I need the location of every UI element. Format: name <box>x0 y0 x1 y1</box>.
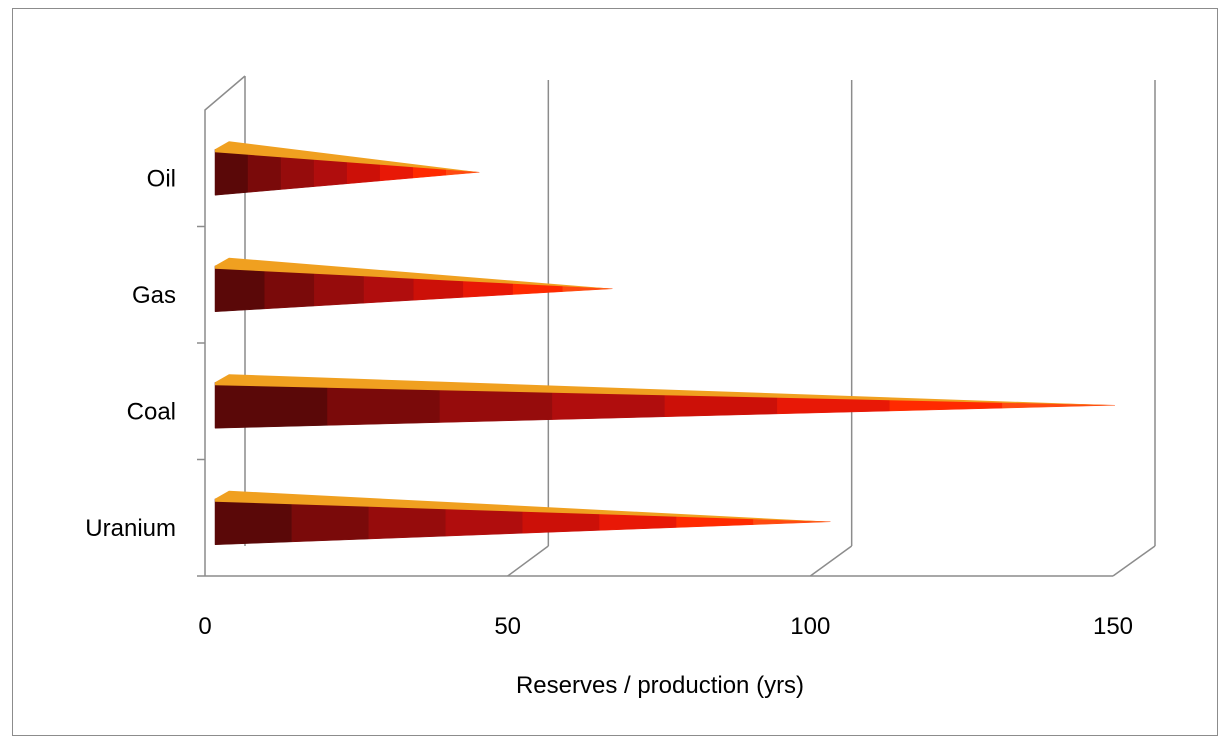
bar-segment <box>214 265 265 313</box>
category-label: Gas <box>132 282 176 309</box>
x-tick-labels: 0 50 100 150 <box>198 613 1133 640</box>
bar-segment <box>247 151 282 193</box>
bar-segment <box>313 157 348 187</box>
bar-segment <box>1002 402 1115 409</box>
bar-segment <box>214 148 249 196</box>
bar-uranium <box>214 490 831 546</box>
bar-segment <box>753 518 831 525</box>
bar-segment <box>445 507 523 537</box>
left-wall-edge <box>204 75 246 576</box>
bar-segment <box>314 271 365 307</box>
category-label: Coal <box>127 398 176 425</box>
category-labels: Oil Gas Coal Uranium <box>85 165 176 542</box>
bars <box>214 141 1115 546</box>
x-tick-label: 150 <box>1093 613 1133 640</box>
bar-segment <box>264 268 315 310</box>
bar-coal <box>214 374 1115 429</box>
bar-top-edge <box>215 374 1115 406</box>
gridlines <box>507 80 1156 577</box>
bar-segment <box>363 274 414 304</box>
bar-segment <box>291 501 370 543</box>
floor-gridline <box>809 545 853 577</box>
bar-top-edge <box>215 141 480 173</box>
bar-oil <box>214 141 480 196</box>
bar-segment <box>327 384 441 426</box>
bar-top-edge <box>215 257 613 289</box>
floor-gridline <box>1112 545 1156 577</box>
bar-segment <box>280 154 315 190</box>
x-tick-label: 0 <box>198 613 211 640</box>
bar-segment <box>368 504 447 540</box>
chart-frame <box>12 8 1218 736</box>
bar-segment <box>562 285 613 292</box>
bar-segment <box>439 387 553 423</box>
x-axis-title: Reserves / production (yrs) <box>516 672 804 699</box>
floor-gridline <box>507 545 549 577</box>
category-label: Uranium <box>85 515 176 542</box>
bar-segment <box>214 381 328 429</box>
category-label: Oil <box>147 165 176 192</box>
x-tick-label: 50 <box>494 613 521 640</box>
bar-segment <box>552 390 666 420</box>
x-tick-label: 100 <box>790 613 830 640</box>
bar-segment <box>214 498 293 546</box>
bar-gas <box>214 257 613 313</box>
bar-top-edge <box>215 490 831 522</box>
